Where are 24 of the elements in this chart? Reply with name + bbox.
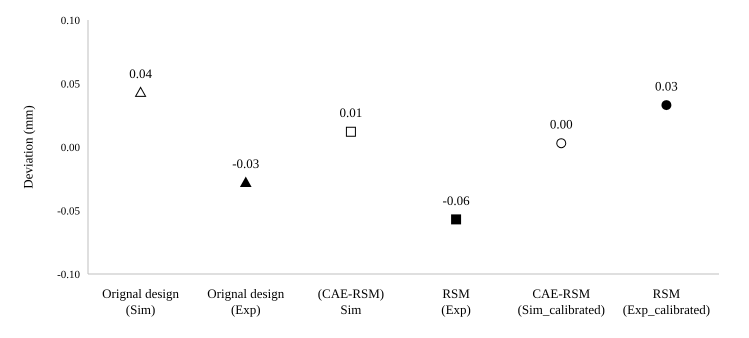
y-tick-label: 0.10 (60, 14, 80, 27)
y-tick-label: -0.10 (57, 268, 80, 281)
y-axis-title: Deviation (mm) (20, 105, 36, 189)
point (661, 100, 672, 110)
data-label: -0.06 (442, 192, 470, 208)
y-tick-label: -0.05 (57, 205, 80, 218)
data-label: 0.00 (550, 116, 573, 132)
x-tick-label: CAE-RSM (Sim_calibrated) (518, 286, 605, 317)
data-label: 0.01 (340, 105, 362, 120)
point (346, 126, 356, 137)
x-tick-label: RSM (Exp_calibrated) (622, 286, 710, 317)
y-tick-label: 0.05 (60, 78, 80, 90)
y-tick-label: 0.00 (60, 142, 80, 154)
x-tick-label: Orignal design (Exp) (207, 286, 285, 317)
point (240, 177, 252, 188)
point (135, 86, 146, 97)
data-label: 0.04 (129, 66, 152, 81)
x-tick-label: (CAE-RSM) Sim (318, 286, 384, 317)
x-tick-label: Orignal design (Sim) (102, 286, 180, 317)
data-label: -0.03 (232, 156, 260, 172)
point (556, 138, 566, 148)
data-label: 0.03 (655, 78, 678, 94)
x-tick-label: RSM (Exp) (441, 286, 471, 317)
point (451, 214, 462, 224)
